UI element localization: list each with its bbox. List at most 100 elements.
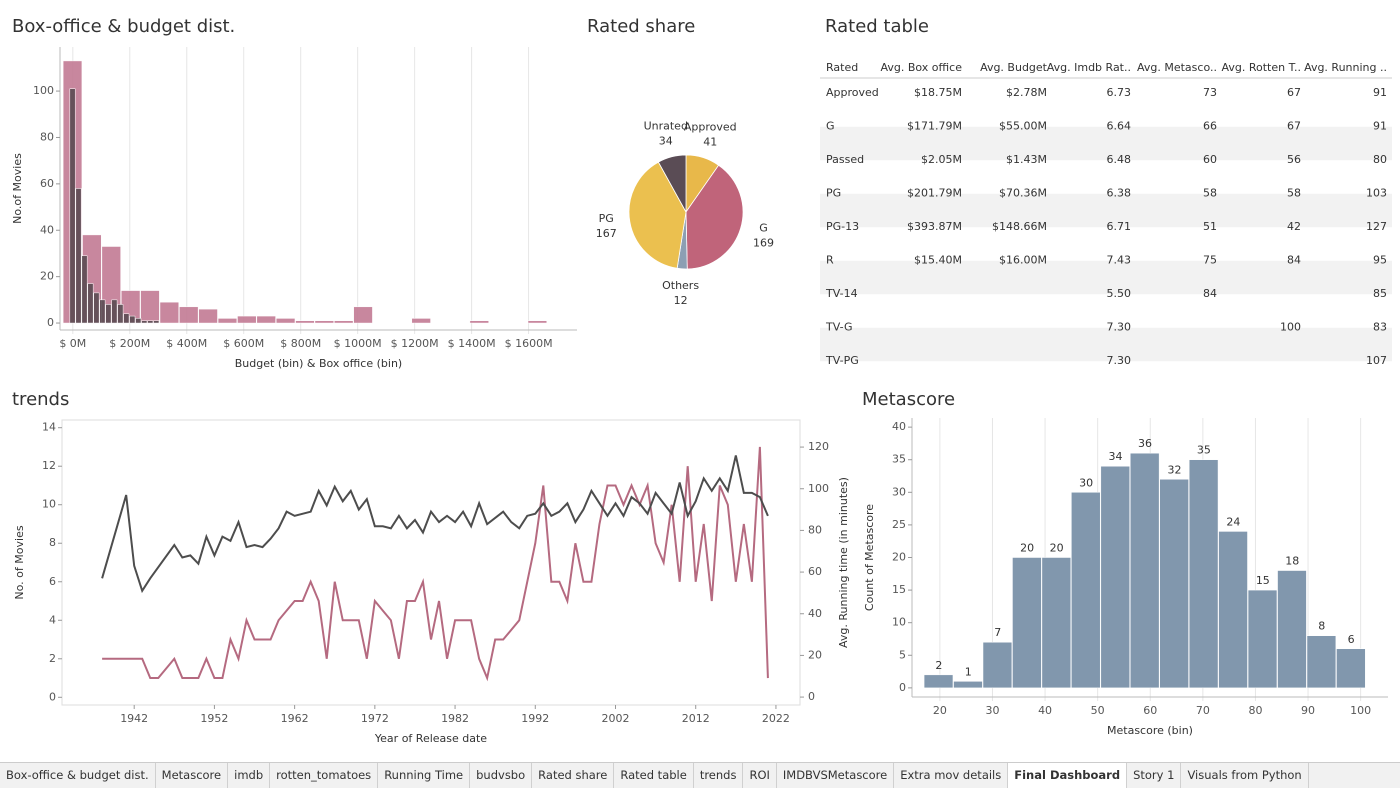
x-tick-label: $ 1000M — [334, 337, 382, 350]
column-header: Avg. Metasco.. — [1137, 61, 1217, 74]
bar — [147, 320, 154, 324]
y-tick-label: 20 — [892, 551, 906, 564]
table-cell: 107 — [1366, 354, 1387, 367]
bar — [217, 318, 238, 324]
x-tick-label: $ 200M — [109, 337, 150, 350]
table-cell: Passed — [826, 153, 864, 166]
value-label: 15 — [1256, 574, 1270, 587]
x-tick-label: 60 — [1143, 704, 1157, 717]
slice-label: Unrated — [644, 120, 688, 133]
x-tick-label: 1972 — [361, 712, 389, 725]
y-tick-label: 100 — [808, 482, 829, 495]
slice-value: 167 — [596, 227, 617, 240]
tab[interactable]: budvsbo — [470, 763, 533, 788]
tab[interactable]: imdb — [228, 763, 271, 788]
row-band — [820, 260, 1392, 295]
y-axis-title: No. of Movies — [13, 525, 26, 599]
chart-title: Rated share — [587, 16, 695, 37]
table-cell: $201.79M — [907, 187, 962, 200]
table-cell: 6.38 — [1107, 187, 1132, 200]
table-cell: 67 — [1287, 86, 1301, 99]
y-tick-label: 5 — [899, 648, 906, 661]
table-cell: 6.48 — [1107, 153, 1132, 166]
tab[interactable]: Extra mov details — [894, 763, 1009, 788]
bar — [923, 674, 954, 689]
y-tick-label: 0 — [47, 316, 54, 329]
table-cell: $2.78M — [1006, 86, 1047, 99]
table-cell: 6.71 — [1107, 220, 1132, 233]
x-axis-title: Year of Release date — [374, 732, 487, 745]
row-band — [820, 126, 1392, 161]
tab[interactable]: IMDBVSMetascore — [777, 763, 895, 788]
table-cell: 85 — [1373, 287, 1387, 300]
bar — [105, 304, 112, 324]
tab[interactable]: trends — [694, 763, 744, 788]
tab[interactable]: rotten_tomatoes — [270, 763, 379, 788]
y-tick-label: 60 — [40, 177, 54, 190]
column-header: Avg. Running .. — [1304, 61, 1387, 74]
y-tick-label: 80 — [40, 130, 54, 143]
bar — [953, 681, 983, 689]
x-tick-label: 70 — [1196, 704, 1210, 717]
tab[interactable]: Metascore — [156, 763, 229, 788]
bar — [129, 315, 136, 324]
value-label: 1 — [965, 665, 972, 678]
bar — [1071, 492, 1101, 689]
value-label: 6 — [1348, 633, 1355, 646]
chart-title: Box-office & budget dist. — [12, 16, 235, 37]
table-cell: 51 — [1203, 220, 1217, 233]
y-tick-label: 2 — [49, 652, 56, 665]
y-tick-label: 6 — [49, 575, 56, 588]
y-tick-label: 10 — [892, 616, 906, 629]
table-cell: $55.00M — [999, 120, 1047, 133]
y-tick-label: 35 — [892, 453, 906, 466]
value-label: 8 — [1318, 620, 1325, 633]
tab[interactable]: ROI — [743, 763, 777, 788]
table-cell: $171.79M — [907, 120, 962, 133]
table-cell: 73 — [1203, 86, 1217, 99]
bar — [334, 320, 354, 324]
table-cell: 7.43 — [1107, 254, 1132, 267]
y-tick-label: 12 — [42, 459, 56, 472]
y-tick-label: 20 — [808, 648, 822, 661]
table-cell: 91 — [1373, 86, 1387, 99]
bar — [256, 315, 276, 324]
tab[interactable]: Rated share — [532, 763, 615, 788]
tab[interactable]: Rated table — [614, 763, 694, 788]
bar — [1277, 570, 1307, 689]
x-tick-label: 80 — [1248, 704, 1262, 717]
x-tick-label: 40 — [1038, 704, 1052, 717]
tab[interactable]: Running Time — [378, 763, 471, 788]
table-cell: 5.50 — [1107, 287, 1132, 300]
tab[interactable]: Box-office & budget dist. — [0, 763, 156, 788]
tab[interactable]: Final Dashboard — [1008, 763, 1128, 788]
table-cell: TV-PG — [825, 354, 859, 367]
x-tick-label: $ 600M — [223, 337, 264, 350]
bar — [141, 320, 148, 324]
x-tick-label: 30 — [985, 704, 999, 717]
slice-value: 12 — [674, 294, 688, 307]
x-axis-title: Metascore (bin) — [1107, 724, 1193, 737]
y-tick-label: 120 — [808, 440, 829, 453]
bar — [469, 320, 489, 324]
x-tick-label: 2002 — [602, 712, 630, 725]
tab[interactable]: Story 1 — [1127, 763, 1182, 788]
table-cell: 100 — [1280, 321, 1301, 334]
y-tick-label: 80 — [808, 523, 822, 536]
x-tick-label: $ 400M — [166, 337, 207, 350]
table-cell: 66 — [1203, 120, 1217, 133]
y-tick-label: 14 — [42, 421, 56, 434]
bar — [982, 641, 1013, 689]
value-label: 24 — [1226, 515, 1240, 528]
bar — [179, 306, 199, 324]
table-cell: 42 — [1287, 220, 1301, 233]
line — [101, 455, 769, 594]
x-tick-label: $ 1600M — [505, 337, 553, 350]
table-cell: $148.66M — [992, 220, 1047, 233]
x-tick-label: 1992 — [521, 712, 549, 725]
bar — [99, 299, 106, 324]
tab[interactable]: Visuals from Python — [1181, 763, 1309, 788]
value-label: 34 — [1109, 450, 1123, 463]
bar — [411, 318, 431, 324]
